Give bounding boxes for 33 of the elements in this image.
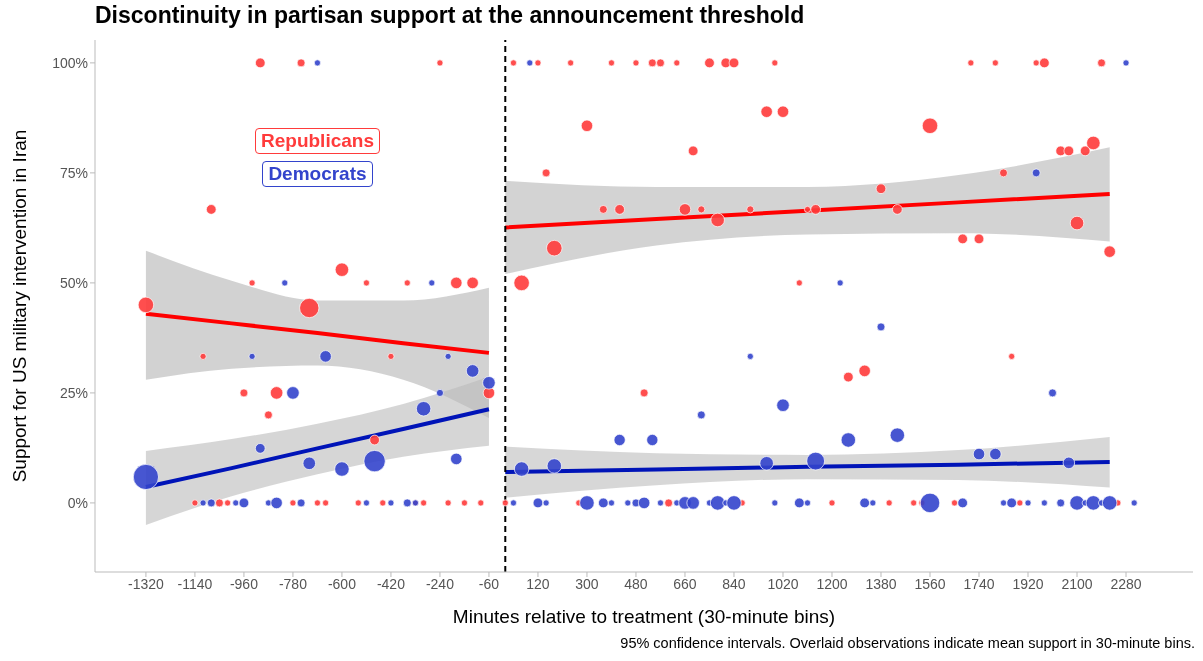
x-tick-label: -420: [376, 575, 406, 592]
x-tick-label: -780: [278, 575, 308, 592]
text: Democrats: [262, 161, 373, 187]
x-tick-label: 2280: [1110, 575, 1142, 592]
x-tick-label: 840: [722, 575, 746, 592]
x-tick-label: -60: [478, 575, 500, 592]
text: 95% confidence intervals. Overlaid observations indicate mean support in 30-minute bins.: [620, 635, 1195, 651]
y-tick-label: 75%: [59, 164, 88, 181]
x-tick-label: 2100: [1061, 575, 1093, 592]
line-series: [503, 192, 1112, 230]
x-tick-label: -240: [425, 575, 455, 592]
x-tick-label: -600: [327, 575, 357, 592]
x-tick-label: 1380: [865, 575, 897, 592]
y-axis-title: Support for US military intervention in Iran: [9, 129, 31, 483]
x-tick-label: 1560: [914, 575, 946, 592]
x-tick-label: -960: [229, 575, 259, 592]
x-tick-label: 1920: [1012, 575, 1044, 592]
y-tick-label: 50%: [59, 274, 88, 291]
y-tick-label: 25%: [59, 384, 88, 401]
x-tick-label: 1020: [767, 575, 799, 592]
x-tick-label: 480: [624, 575, 648, 592]
x-tick-label: 120: [526, 575, 550, 592]
x-axis-title: Minutes relative to treatment (30-minute bins): [451, 606, 837, 628]
x-tick-label: 660: [673, 575, 697, 592]
y-tick-label: 100%: [52, 54, 88, 71]
x-tick-label: 1740: [963, 575, 995, 592]
x-tick-label: -1320: [128, 575, 165, 592]
y-tick-label: 0%: [67, 494, 88, 511]
x-tick-label: 1200: [816, 575, 848, 592]
chart-title: Discontinuity in partisan support at the announcement threshold: [95, 2, 805, 29]
x-tick-label: 300: [575, 575, 599, 592]
x-tick-label: -1140: [177, 575, 213, 592]
text: Republicans: [255, 128, 380, 154]
